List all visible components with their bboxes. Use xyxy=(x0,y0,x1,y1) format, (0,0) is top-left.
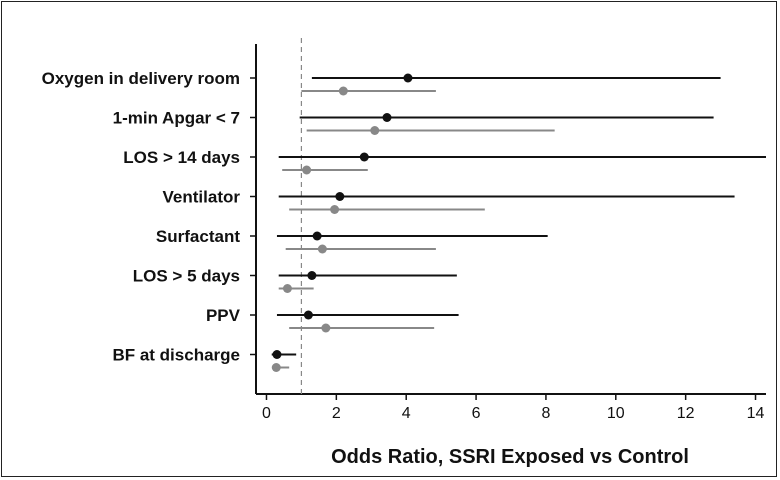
estimate-point-series-2 xyxy=(338,86,348,96)
category-label: PPV xyxy=(206,306,241,325)
y-axis xyxy=(250,44,257,394)
category-labels: Oxygen in delivery room 1-min Apgar < 7 LO… xyxy=(42,69,241,365)
category-label: Surfactant xyxy=(156,227,240,246)
estimate-point-series-1 xyxy=(382,113,392,122)
x-axis-title: Odds Ratio, SSRI Exposed vs Control xyxy=(331,446,689,468)
x-tick-label: 6 xyxy=(472,405,481,422)
x-tick-label: 12 xyxy=(677,405,695,422)
estimate-point-series-2 xyxy=(370,126,380,135)
category-label: LOS > 14 days xyxy=(123,148,240,167)
estimate-point-series-1 xyxy=(359,152,369,162)
estimate-point-series-2 xyxy=(282,284,292,293)
category-label: 1-min Apgar < 7 xyxy=(113,109,240,128)
x-tick-label: 0 xyxy=(262,405,271,422)
x-tick-label: 14 xyxy=(747,405,765,422)
estimate-point-series-1 xyxy=(272,350,282,359)
estimate-point-series-1 xyxy=(403,73,413,83)
estimate-point-series-2 xyxy=(321,323,331,333)
estimate-point-series-1 xyxy=(312,231,322,241)
category-label: LOS > 5 days xyxy=(133,267,240,286)
x-tick-label: 10 xyxy=(607,405,625,422)
category-label: Ventilator xyxy=(163,188,241,207)
x-tick-label: 8 xyxy=(541,405,550,422)
category-label: BF at discharge xyxy=(112,346,240,365)
estimate-point-series-1 xyxy=(303,310,313,320)
category-label: Oxygen in delivery room xyxy=(42,69,240,88)
estimate-point-series-1 xyxy=(335,192,345,201)
estimate-point-series-2 xyxy=(271,363,281,372)
x-tick-label: 2 xyxy=(332,405,341,422)
series-group xyxy=(271,73,766,372)
x-axis: 0 2 4 6 8 10 12 14 xyxy=(256,393,766,422)
estimate-point-series-2 xyxy=(317,244,327,254)
estimate-point-series-1 xyxy=(307,271,317,280)
estimate-point-series-2 xyxy=(330,205,340,214)
estimate-point-series-2 xyxy=(302,165,312,175)
x-tick-label: 4 xyxy=(402,405,411,422)
